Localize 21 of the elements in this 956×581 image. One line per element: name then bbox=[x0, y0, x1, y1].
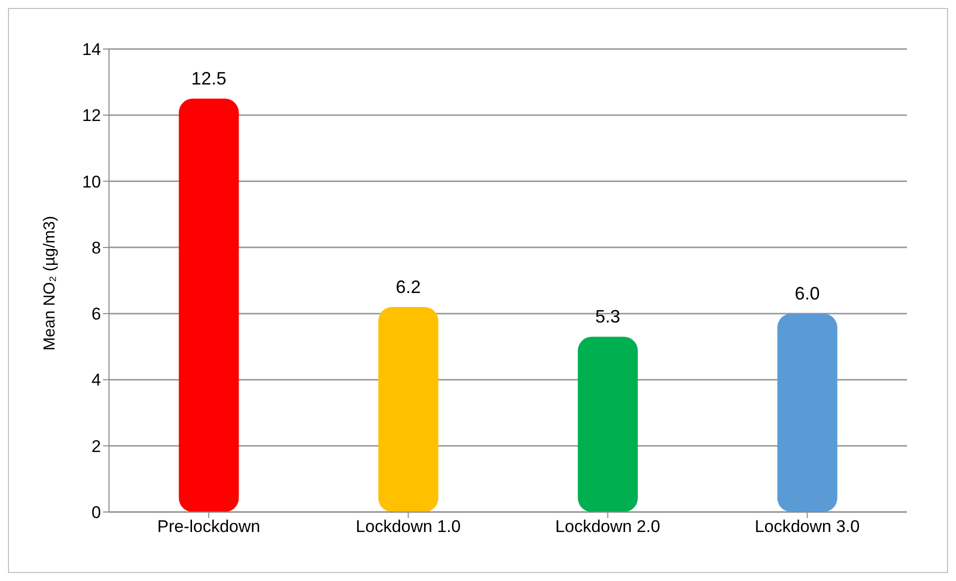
y-tick-label: 8 bbox=[92, 238, 101, 258]
x-tick-label: Lockdown 3.0 bbox=[754, 517, 860, 536]
bar bbox=[578, 336, 638, 512]
bar bbox=[378, 306, 438, 512]
data-label: 6.2 bbox=[396, 276, 421, 297]
x-tick-label: Lockdown 1.0 bbox=[356, 517, 461, 536]
y-tick-label: 2 bbox=[92, 436, 101, 456]
x-tick-label: Lockdown 2.0 bbox=[555, 517, 660, 536]
bar bbox=[178, 98, 239, 512]
y-tick-label: 14 bbox=[82, 40, 101, 60]
x-tick-label: Pre-lockdown bbox=[157, 517, 260, 536]
y-tick-label: 0 bbox=[92, 503, 101, 522]
y-axis-title: Mean NO₂ (µg/m3) bbox=[42, 216, 59, 350]
y-tick-label: 10 bbox=[82, 172, 101, 192]
y-tick-label: 12 bbox=[82, 106, 101, 126]
y-tick-label: 6 bbox=[92, 304, 101, 324]
data-label: 12.5 bbox=[191, 68, 226, 89]
y-tick-label: 4 bbox=[92, 370, 101, 390]
data-label: 5.3 bbox=[595, 306, 620, 327]
bar bbox=[777, 314, 838, 512]
data-label: 6.0 bbox=[794, 284, 820, 304]
